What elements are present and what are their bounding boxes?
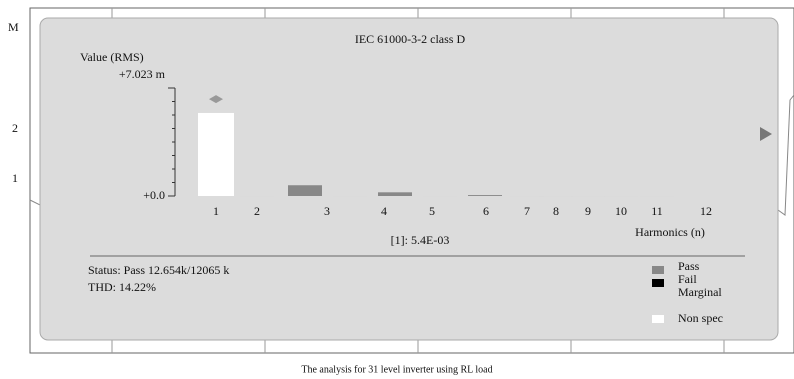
thd: THD: 14.22% bbox=[88, 280, 156, 294]
legend-swatch bbox=[652, 315, 664, 323]
bar bbox=[288, 185, 322, 196]
legend-label: Fail bbox=[678, 272, 697, 286]
x-tick-label: 10 bbox=[615, 204, 627, 218]
caption: The analysis for 31 level inverter using… bbox=[301, 364, 492, 375]
legend-label: Pass bbox=[678, 259, 700, 273]
x-tick-label: 7 bbox=[524, 204, 530, 218]
bar bbox=[468, 195, 502, 196]
y-tick-label: +0.0 bbox=[143, 188, 165, 202]
channel-marker: 2 bbox=[12, 121, 18, 135]
status: Status: Pass 12.654k/12065 k bbox=[88, 263, 229, 277]
x-tick-label: 12 bbox=[700, 204, 712, 218]
x-axis-label: Harmonics (n) bbox=[635, 225, 705, 239]
x-tick-label: 6 bbox=[483, 204, 489, 218]
x-tick-label: 8 bbox=[553, 204, 559, 218]
channel-marker: M bbox=[8, 20, 19, 34]
x-tick-label: 11 bbox=[651, 204, 663, 218]
channel-marker: 1 bbox=[12, 171, 18, 185]
chart-title: IEC 61000-3-2 class D bbox=[355, 32, 466, 46]
y-axis-label: Value (RMS) bbox=[80, 50, 144, 64]
bar bbox=[198, 113, 234, 196]
legend-label: Marginal bbox=[678, 285, 722, 299]
x-tick-label: 2 bbox=[254, 204, 260, 218]
x-tick-label: 4 bbox=[381, 204, 387, 218]
screen: M 2 1 IEC 61000-3-2 class D Value (RMS) … bbox=[0, 0, 794, 379]
legend-swatch bbox=[652, 266, 664, 274]
readout: [1]: 5.4E-03 bbox=[391, 233, 450, 247]
bar bbox=[378, 192, 412, 196]
y-tick-label: +7.023 m bbox=[119, 67, 166, 81]
legend-label: Non spec bbox=[678, 311, 723, 325]
legend-swatch bbox=[652, 279, 664, 287]
x-tick-label: 3 bbox=[324, 204, 330, 218]
x-tick-label: 5 bbox=[429, 204, 435, 218]
x-tick-label: 9 bbox=[585, 204, 591, 218]
x-tick-label: 1 bbox=[213, 204, 219, 218]
